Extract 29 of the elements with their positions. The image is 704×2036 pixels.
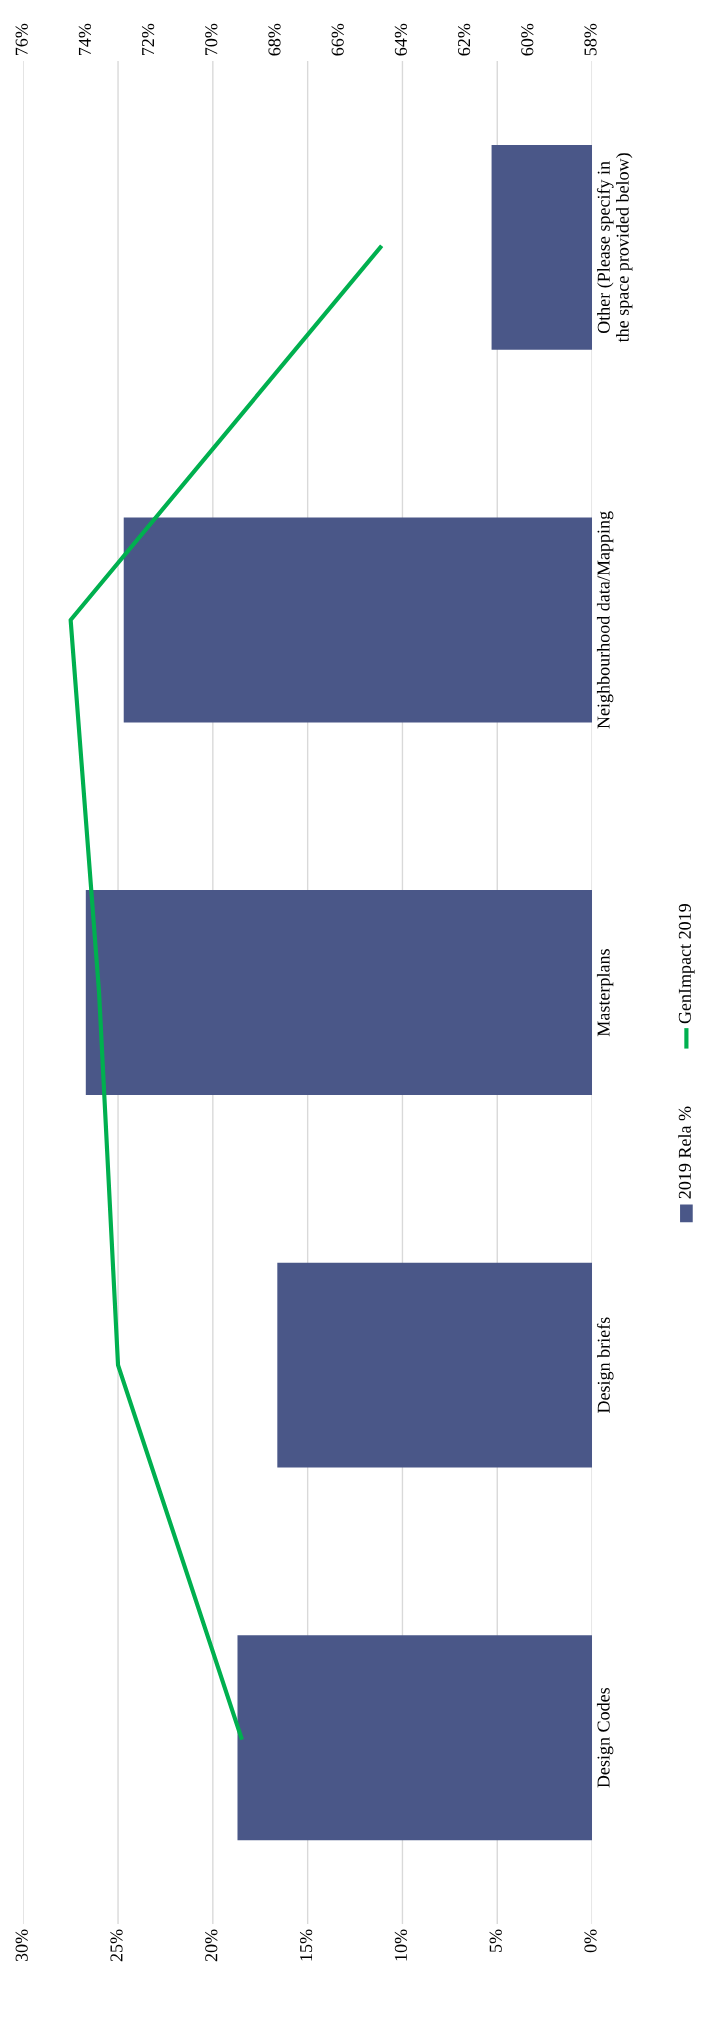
y-tick-label: Design briefs	[596, 1317, 614, 1414]
x-tick-label: 5%	[489, 1929, 502, 1952]
x2-tick-label: 60%	[521, 23, 534, 56]
y-tick-label: Neighbourhood data/Mapping	[596, 511, 614, 729]
bar	[123, 517, 593, 723]
x-tick-label: 10%	[394, 1929, 408, 1961]
text: GenImpact 2019	[678, 904, 695, 1024]
x2-tick-label: 70%	[205, 23, 218, 56]
x2-tick-label: 76%	[15, 23, 28, 56]
bar	[491, 144, 593, 350]
y-tick-label: Design Codes	[596, 1687, 614, 1788]
x2-tick-label: 64%	[394, 23, 408, 56]
x2-tick-label: 58%	[584, 23, 597, 56]
x-tick-label: 20%	[205, 1929, 218, 1962]
x2-tick-label: 74%	[78, 23, 92, 56]
x2-tick-label: 62%	[457, 23, 471, 56]
y-tick-label: Masterplans	[596, 949, 614, 1037]
bar	[237, 1635, 593, 1841]
x2-tick-label: 68%	[268, 23, 281, 56]
x-tick-label: 25%	[110, 1929, 123, 1962]
x2-tick-label: 66%	[331, 23, 344, 56]
text: 2019 Rela %	[678, 1106, 691, 1199]
bar	[277, 1262, 593, 1468]
y-tick-label: Other (Please specify in the space provided below)	[596, 153, 633, 343]
x-tick-label: 0%	[584, 1929, 597, 1953]
x-tick-label: 15%	[299, 1929, 313, 1961]
x2-tick-label: 72%	[141, 23, 155, 56]
x-tick-label: 30%	[15, 1929, 28, 1962]
bar	[85, 890, 593, 1096]
